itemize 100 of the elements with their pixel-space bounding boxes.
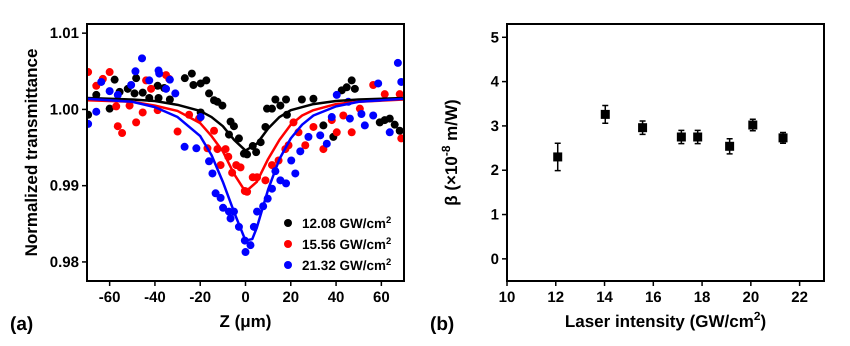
x-tick-label: 40 [328,289,344,306]
point [319,121,328,130]
y-tick-label: 0.99 [50,178,79,195]
point [348,76,356,84]
point [390,120,399,129]
point [114,122,122,130]
text: (b) [430,314,454,335]
point [147,84,156,93]
point [396,126,404,135]
point [138,88,147,97]
point [298,96,306,104]
point [216,194,225,202]
x-tick-label: 22 [791,289,808,306]
y-axis-title: Normalized transmittance [22,48,41,256]
point [348,128,356,136]
point [332,128,341,136]
point [106,87,114,96]
point [236,163,245,172]
x-axis-title: Z (μm) [220,312,272,331]
point [268,161,276,170]
point [202,76,210,84]
point [328,113,336,122]
legend-label: 21.32 GW/cm$^{2}$ [302,256,392,273]
point [600,110,610,119]
point [350,84,359,93]
point [132,74,140,82]
point [112,102,120,110]
text: (a) [10,314,34,335]
y-tick-label: 2 [490,162,499,180]
point [394,58,402,67]
point [180,74,189,82]
point [246,241,254,250]
point [357,110,366,118]
point [553,152,562,162]
point [276,102,284,110]
point [192,144,200,152]
x-tick-label: 10 [498,289,516,306]
point [287,156,296,165]
point [106,104,114,113]
x-tick-label: 0 [241,289,250,306]
y-tick-label: 1.00 [50,101,79,118]
point [130,89,139,98]
point [216,161,225,170]
y-tick-label: 0 [490,250,499,268]
point [189,81,198,90]
x-tick-label: 18 [694,289,710,306]
point [282,179,290,188]
point [210,126,218,135]
point [226,214,235,222]
point [360,121,369,130]
point [725,142,734,151]
point [316,131,324,140]
point [374,79,382,88]
x-tick-label: 14 [596,289,614,306]
point [397,78,404,86]
point [180,142,189,151]
point [205,89,214,98]
x-axis-title: Laser intensity (GW/cm$^{2}$) [564,309,766,331]
point [92,108,100,116]
y-tick-label: 4 [490,74,500,91]
point [218,102,226,110]
point [291,169,300,178]
y-tick-label: 0.98 [50,254,79,271]
y-tick-label: 3 [490,118,499,135]
point [114,90,122,99]
x-tick-label: 60 [373,289,390,306]
point [230,122,238,130]
point [638,123,648,132]
point [676,132,686,142]
point [282,96,290,104]
point [342,83,351,92]
x-tick-label: 12 [547,289,564,306]
x-tick-label: -20 [189,289,212,306]
point [132,118,140,126]
point [693,132,702,142]
point [301,141,310,150]
point [208,169,216,178]
legend-label: 12.08 GW/cm$^{2}$ [302,214,392,231]
x-tick-label: 16 [644,289,662,306]
point [380,90,389,98]
legend-label: 15.56 GW/cm$^{2}$ [302,236,392,252]
point [145,76,154,84]
point [131,67,140,76]
y-tick-label: 5 [490,29,499,46]
point [309,94,318,103]
point [118,129,126,138]
point [138,54,146,62]
y-tick-label: 1.01 [50,25,79,42]
point [339,112,348,120]
point [174,128,182,136]
point [253,208,262,216]
point [97,78,106,86]
point [369,112,378,120]
point [304,132,312,141]
point [346,114,354,123]
x-tick-label: -40 [144,289,166,306]
point [242,248,250,256]
point [138,108,147,116]
point [386,114,394,123]
point [386,128,394,136]
